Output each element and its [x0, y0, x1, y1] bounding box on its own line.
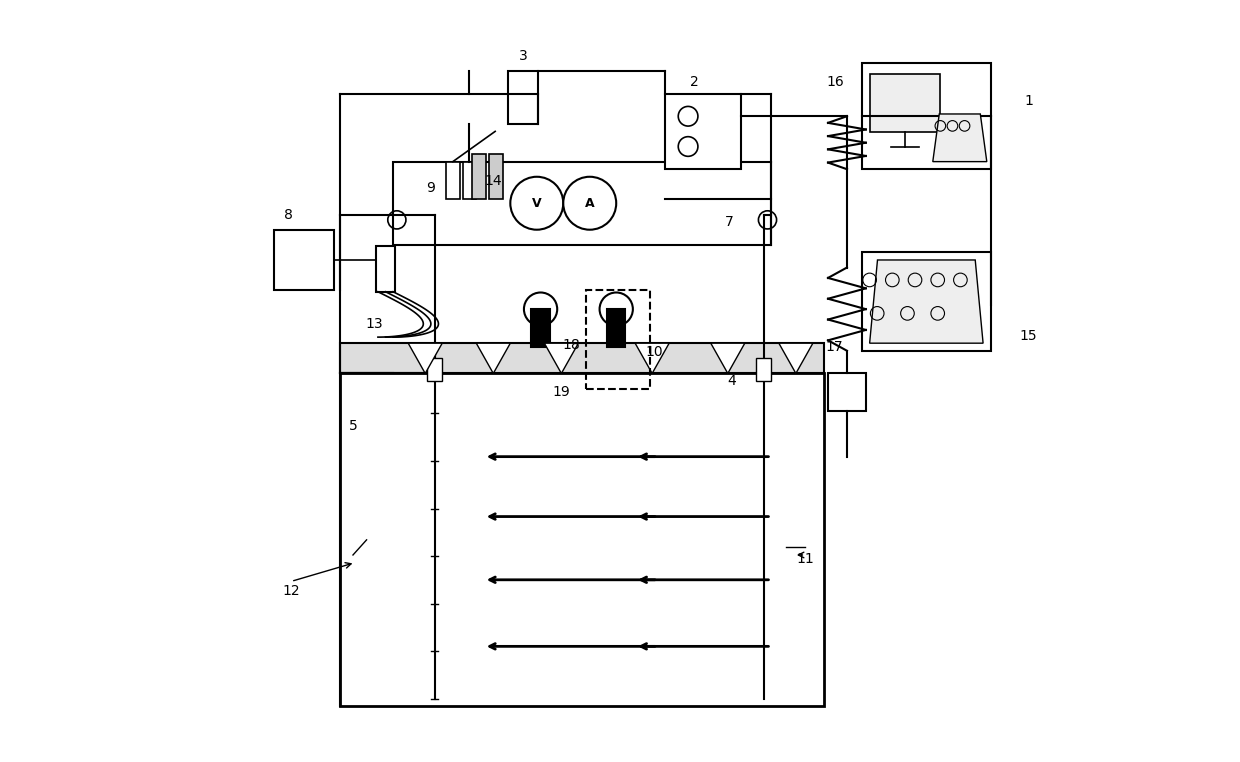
Bar	[608, 309, 625, 347]
Bar	[393, 162, 771, 245]
Text: 14: 14	[484, 174, 502, 187]
Bar	[508, 71, 538, 123]
Text: 15: 15	[1019, 328, 1038, 343]
Bar	[828, 373, 866, 411]
Polygon shape	[779, 343, 813, 373]
Text: 4: 4	[728, 374, 737, 388]
Text: 9: 9	[427, 181, 435, 195]
Circle shape	[511, 177, 563, 229]
Polygon shape	[932, 114, 987, 162]
Text: 2: 2	[689, 75, 698, 89]
Polygon shape	[635, 343, 670, 373]
Bar	[340, 343, 825, 373]
Polygon shape	[408, 343, 443, 373]
Polygon shape	[544, 343, 578, 373]
Polygon shape	[711, 343, 745, 373]
Text: 13: 13	[366, 316, 383, 331]
Text: 10: 10	[645, 345, 663, 359]
Text: 8: 8	[284, 207, 293, 222]
Text: 19: 19	[552, 386, 570, 399]
Bar	[862, 63, 991, 169]
Text: V: V	[532, 197, 542, 210]
Text: 17: 17	[826, 340, 843, 354]
Bar	[427, 358, 443, 381]
Bar	[532, 309, 549, 347]
Bar	[756, 358, 771, 381]
Text: 18: 18	[562, 338, 580, 352]
Bar	[376, 246, 394, 292]
Bar	[489, 154, 502, 200]
Text: 12: 12	[283, 584, 300, 598]
Text: 16: 16	[827, 75, 844, 89]
Polygon shape	[476, 343, 511, 373]
Text: 1: 1	[1024, 94, 1033, 108]
Bar	[587, 290, 650, 389]
Bar	[446, 162, 460, 200]
Bar	[463, 162, 476, 200]
Bar	[862, 252, 991, 351]
Bar	[472, 154, 486, 200]
Text: A: A	[585, 197, 594, 210]
Text: 7: 7	[725, 215, 734, 229]
Polygon shape	[869, 260, 983, 343]
Text: 5: 5	[350, 419, 358, 434]
Circle shape	[563, 177, 616, 229]
Text: 11: 11	[796, 552, 815, 565]
Bar	[666, 94, 742, 169]
Bar	[274, 229, 334, 290]
Text: 3: 3	[518, 49, 527, 62]
Bar	[340, 373, 825, 706]
Bar	[869, 74, 940, 132]
